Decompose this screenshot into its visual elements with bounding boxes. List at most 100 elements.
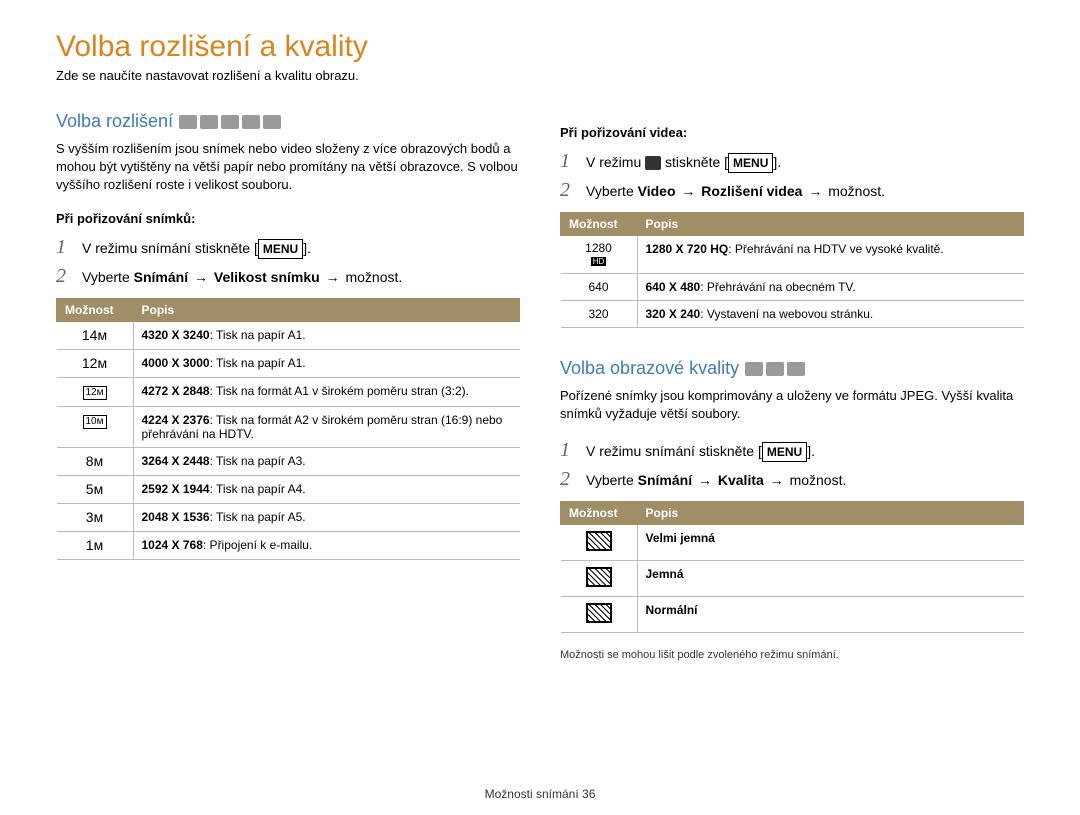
table-header-desc: Popis (637, 213, 1024, 236)
content-columns: Volba rozlišení S vyšším rozlišením jsou… (56, 111, 1024, 661)
desc-cell: Jemná (637, 561, 1024, 597)
table-row: 1ᴍ 1024 X 768: Připojení k e-mailu. (57, 531, 520, 559)
desc-cell: 4320 X 3240: Tisk na papír A1. (133, 321, 520, 349)
quality-icon (586, 603, 612, 623)
table-row: 14ᴍ 4320 X 3240: Tisk na papír A1. (57, 321, 520, 349)
menu-button: MENU (258, 239, 303, 259)
table-header-desc: Popis (637, 502, 1024, 525)
table-row: Normální (561, 597, 1024, 633)
desc-cell: Velmi jemná (637, 525, 1024, 561)
mode-icon (787, 362, 805, 376)
step-1: 1 V režimu snímání stiskněte [MENU]. (56, 236, 520, 259)
desc-cell: 1024 X 768: Připojení k e-mailu. (133, 531, 520, 559)
page-title: Volba rozlišení a kvality (56, 30, 1024, 64)
resolution-icon: 14ᴍ (82, 328, 107, 342)
desc-cell: 2048 X 1536: Tisk na papír A5. (133, 503, 520, 531)
option-cell (561, 561, 638, 597)
option-cell: 3ᴍ (57, 503, 134, 531)
desc-cell: 1280 X 720 HQ: Přehrávání na HDTV ve vys… (637, 236, 1024, 274)
desc-cell: 4272 X 2848: Tisk na formát A1 v širokém… (133, 377, 520, 406)
mode-icon (179, 115, 197, 129)
page-footer: Možnosti snímání 36 (0, 787, 1080, 801)
desc-cell: Normální (637, 597, 1024, 633)
video-res-icon: 320 (588, 308, 608, 320)
step-text: V režimu stiskněte [MENU]. (586, 152, 1024, 173)
option-cell: 5ᴍ (57, 475, 134, 503)
mode-icon (766, 362, 784, 376)
step-2: 2 Vyberte Snímání → Velikost snímku → mo… (56, 265, 520, 288)
menu-button: MENU (728, 153, 773, 173)
table-row: 8ᴍ 3264 X 2448: Tisk na papír A3. (57, 447, 520, 475)
table-header-option: Možnost (561, 213, 638, 236)
mode-icon (221, 115, 239, 129)
option-cell: 8ᴍ (57, 447, 134, 475)
table-row: 1280HD1280 X 720 HQ: Přehrávání na HDTV … (561, 236, 1024, 274)
video-step-2: 2 Vyberte Video → Rozlišení videa → možn… (560, 179, 1024, 202)
resolution-icon: 3ᴍ (86, 510, 103, 524)
quality-icon (586, 567, 612, 587)
option-cell (561, 525, 638, 561)
table-row: 12ᴍ 4272 X 2848: Tisk na formát A1 v širo… (57, 377, 520, 406)
resolution-paragraph: S vyšším rozlišením jsou snímek nebo vid… (56, 140, 520, 195)
section-title-text: Volba obrazové kvality (560, 358, 739, 379)
mode-icons (179, 115, 281, 129)
step-number: 2 (56, 265, 72, 288)
table-row: 320 320 X 240: Vystavení na webovou strán… (561, 301, 1024, 328)
menu-button: MENU (762, 442, 807, 462)
table-header-option: Možnost (57, 298, 134, 321)
desc-cell: 2592 X 1944: Tisk na papír A4. (133, 475, 520, 503)
mode-icon (242, 115, 260, 129)
step-number: 2 (560, 468, 576, 491)
table-row: 3ᴍ 2048 X 1536: Tisk na papír A5. (57, 503, 520, 531)
table-header-desc: Popis (133, 298, 520, 321)
quality-icon (586, 531, 612, 551)
video-step-1: 1 V režimu stiskněte [MENU]. (560, 150, 1024, 173)
video-resolution-table: Možnost Popis 1280HD1280 X 720 HQ: Přehr… (560, 212, 1024, 328)
option-cell: 12ᴍ (57, 377, 134, 406)
quality-step-1: 1 V režimu snímání stiskněte [MENU]. (560, 439, 1024, 462)
quality-section-title: Volba obrazové kvality (560, 358, 1024, 379)
resolution-icon: 1ᴍ (86, 538, 103, 552)
option-cell: 320 (561, 301, 638, 328)
desc-cell: 320 X 240: Vystavení na webovou stránku. (637, 301, 1024, 328)
option-cell: 1ᴍ (57, 531, 134, 559)
mode-icon (200, 115, 218, 129)
step-text: Vyberte Snímání → Kvalita → možnost. (586, 470, 1024, 491)
option-cell (561, 597, 638, 633)
video-sub-heading: Při pořizování videa: (560, 125, 1024, 140)
desc-cell: 3264 X 2448: Tisk na papír A3. (133, 447, 520, 475)
step-number: 1 (56, 236, 72, 259)
resolution-icon: 8ᴍ (86, 454, 103, 468)
quality-step-2: 2 Vyberte Snímání → Kvalita → možnost. (560, 468, 1024, 491)
page: Volba rozlišení a kvality Zde se naučíte… (0, 0, 1080, 815)
option-cell: 14ᴍ (57, 321, 134, 349)
resolution-icon: 12ᴍ (83, 386, 107, 400)
step-number: 1 (560, 439, 576, 462)
video-mode-icon (645, 156, 661, 170)
table-row: 10ᴍ4224 X 2376: Tisk na formát A2 v širo… (57, 406, 520, 447)
step-number: 1 (560, 150, 576, 173)
quality-table: Možnost Popis Velmi jemnáJemnáNormální (560, 501, 1024, 633)
option-cell: 1280HD (561, 236, 638, 274)
option-cell: 10ᴍ (57, 406, 134, 447)
desc-cell: 4000 X 3000: Tisk na papír A1. (133, 349, 520, 377)
step-text: Vyberte Video → Rozlišení videa → možnos… (586, 181, 1024, 202)
table-row: 5ᴍ2592 X 1944: Tisk na papír A4. (57, 475, 520, 503)
mode-icon (263, 115, 281, 129)
section-title-text: Volba rozlišení (56, 111, 173, 132)
photo-resolution-table: Možnost Popis 14ᴍ 4320 X 3240: Tisk na pa… (56, 298, 520, 560)
video-res-icon: 640 (588, 281, 608, 293)
option-cell: 640 (561, 274, 638, 301)
mode-icon (745, 362, 763, 376)
quality-paragraph: Pořízené snímky jsou komprimovány a ulož… (560, 387, 1024, 423)
table-row: 640640 X 480: Přehrávání na obecném TV. (561, 274, 1024, 301)
page-subtitle: Zde se naučíte nastavovat rozlišení a kv… (56, 68, 1024, 83)
table-header-option: Možnost (561, 502, 638, 525)
desc-cell: 4224 X 2376: Tisk na formát A2 v širokém… (133, 406, 520, 447)
table-row: 12ᴍ4000 X 3000: Tisk na papír A1. (57, 349, 520, 377)
right-column: Při pořizování videa: 1 V režimu stiskně… (560, 111, 1024, 661)
foot-note: Možnosti se mohou lišit podle zvoleného … (560, 649, 1024, 661)
step-text: V režimu snímání stiskněte [MENU]. (586, 441, 1024, 462)
step-text: V režimu snímání stiskněte [MENU]. (82, 238, 520, 259)
resolution-section-title: Volba rozlišení (56, 111, 520, 132)
